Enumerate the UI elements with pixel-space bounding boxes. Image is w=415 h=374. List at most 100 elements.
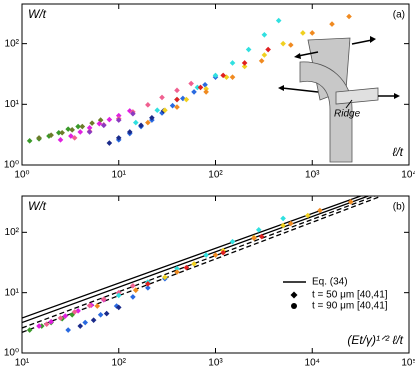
data-point — [220, 72, 226, 79]
data-point — [174, 96, 180, 103]
data-point — [145, 102, 151, 108]
data-point — [57, 137, 64, 143]
x-tick-label: 10⁴ — [305, 358, 320, 369]
data-point — [241, 63, 248, 70]
data-point — [82, 319, 88, 326]
x-tick-label: 10¹ — [15, 358, 30, 369]
x-axis-label: (Et/γ)¹ᐟ² ℓ/t — [347, 333, 403, 347]
y-axis-label: W/t — [28, 199, 47, 213]
plot-area — [26, 13, 352, 146]
data-point — [202, 81, 208, 88]
data-point — [145, 285, 151, 291]
data-point — [261, 31, 268, 38]
data-point — [212, 252, 219, 258]
y-tick-label: 10² — [5, 38, 20, 49]
data-point — [115, 135, 122, 141]
data-point — [71, 135, 78, 141]
data-point — [77, 323, 84, 329]
data-point — [317, 207, 323, 214]
data-point — [132, 119, 139, 126]
data-point — [174, 269, 180, 275]
data-point — [183, 96, 190, 103]
plot-frame — [21, 195, 410, 354]
data-point — [203, 89, 209, 95]
data-point — [346, 13, 352, 20]
data-point — [154, 107, 161, 113]
data-point — [255, 227, 262, 233]
y-tick-label: 10⁰ — [4, 348, 19, 359]
data-point — [169, 102, 176, 109]
data-point — [241, 60, 248, 66]
data-point — [300, 30, 306, 36]
data-point — [36, 135, 42, 141]
data-point — [90, 317, 97, 323]
data-point — [86, 129, 93, 135]
data-point — [191, 89, 197, 95]
data-point — [229, 74, 236, 80]
data-point — [265, 46, 271, 53]
data-point — [130, 110, 136, 117]
data-point — [261, 52, 268, 58]
y-tick-label: 10⁰ — [4, 160, 19, 171]
data-point — [194, 84, 201, 91]
data-point — [183, 264, 190, 271]
data-point — [126, 129, 133, 135]
data-point — [220, 249, 226, 256]
data-point — [115, 117, 122, 123]
data-point — [188, 80, 194, 87]
data-point — [280, 40, 286, 47]
y-tick-label: 10¹ — [5, 287, 20, 298]
y-tick-label: 10¹ — [5, 99, 20, 110]
data-point — [203, 252, 209, 258]
data-point — [145, 119, 151, 126]
data-point — [145, 281, 151, 287]
data-point — [280, 222, 286, 229]
data-point — [132, 287, 139, 293]
data-point — [100, 296, 107, 302]
x-axis-label: ℓ/t — [392, 145, 403, 159]
data-point — [212, 72, 219, 79]
data-point — [86, 302, 93, 309]
data-point — [347, 199, 354, 205]
legend-marker — [291, 303, 297, 309]
data-point — [43, 321, 50, 328]
data-point — [106, 116, 113, 123]
data-point — [77, 129, 84, 135]
data-point — [229, 238, 236, 245]
data-point — [149, 114, 155, 121]
x-tick-label: 10³ — [305, 170, 320, 181]
data-point — [26, 138, 33, 144]
data-point — [197, 84, 204, 91]
y-tick-label: 10² — [5, 227, 20, 238]
data-point — [100, 122, 107, 129]
annotation: Ridge — [334, 109, 361, 120]
legend-label: Eq. (34) — [312, 277, 348, 288]
data-point — [174, 87, 180, 94]
data-point — [71, 309, 78, 315]
data-point — [130, 282, 136, 289]
data-point — [103, 310, 110, 317]
data-point — [305, 212, 311, 219]
data-point — [203, 86, 209, 92]
data-point — [174, 265, 180, 272]
data-point — [48, 132, 54, 138]
data-point — [57, 315, 64, 321]
inset-illustration — [278, 36, 400, 163]
data-point — [229, 60, 236, 66]
data-point — [75, 123, 81, 130]
x-tick-label: 10² — [112, 358, 127, 369]
data-point — [275, 17, 282, 24]
plot-area — [22, 196, 381, 333]
x-tick-label: 10⁴ — [401, 170, 415, 181]
data-point — [106, 140, 113, 146]
data-point — [115, 292, 122, 299]
data-point — [258, 58, 265, 64]
data-point — [69, 127, 75, 133]
data-point — [26, 327, 33, 333]
data-point — [36, 323, 42, 329]
data-point — [97, 311, 104, 318]
data-point — [65, 126, 71, 132]
data-point — [126, 108, 133, 114]
data-point — [65, 327, 71, 333]
data-point — [159, 94, 165, 101]
